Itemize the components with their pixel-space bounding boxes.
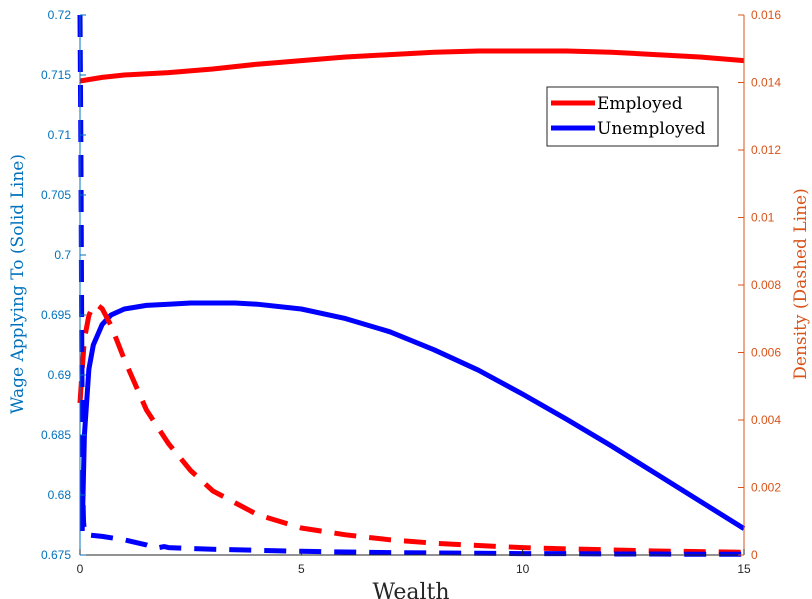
y-left-tick-label: 0.705 xyxy=(41,188,71,202)
series-line-employed-dashed xyxy=(77,302,745,555)
y-left-tick-label: 0.71 xyxy=(48,128,72,142)
legend-box xyxy=(546,86,719,147)
y-right-tick-label: 0.014 xyxy=(751,76,781,90)
axes-layer: 0 5 10 15 0.675 0.68 0.685 0.69 0.695 0.7 0.705 0.7… xyxy=(41,8,781,576)
y-left-tick-label: 0.69 xyxy=(48,368,72,382)
x-tick-label: 0 xyxy=(77,562,84,576)
x-tick-label: 5 xyxy=(298,562,305,576)
legend-label-employed: Employed xyxy=(597,94,683,114)
y-right-tick-label: 0.012 xyxy=(751,143,781,157)
legend-label-unemployed: Unemployed xyxy=(597,119,706,139)
y-left-tick-label: 0.7 xyxy=(54,248,71,262)
y-right-tick-label: 0 xyxy=(751,548,758,562)
x-tick-label: 10 xyxy=(516,562,530,576)
y-axis-left-title: Wage Applying To (Solid Line) xyxy=(8,154,28,414)
y-right-tick-label: 0.002 xyxy=(751,481,781,495)
x-axis-title: Wealth xyxy=(373,580,450,599)
series-line-unemployed-dashed xyxy=(77,14,744,557)
series-line-employed-solid xyxy=(79,48,745,84)
y-left-tick-label: 0.685 xyxy=(41,428,71,442)
y-right-tick-label: 0.008 xyxy=(751,278,781,292)
series-line-unemployed-solid xyxy=(79,300,746,532)
series-layer xyxy=(77,14,746,557)
y-left-tick-label: 0.68 xyxy=(48,488,72,502)
x-tick-label: 15 xyxy=(737,562,751,576)
y-axis-right-title: Density (Dashed Line) xyxy=(791,188,811,379)
y-left-tick-label: 0.695 xyxy=(41,308,71,322)
y-right-tick-label: 0.004 xyxy=(751,413,781,427)
y-left-tick-label: 0.715 xyxy=(41,68,71,82)
y-right-tick-label: 0.01 xyxy=(751,211,775,225)
y-right-tick-label: 0.006 xyxy=(751,346,781,360)
y-right-tick-label: 0.016 xyxy=(751,8,781,22)
legend: Employed Unemployed xyxy=(546,86,719,147)
y-left-tick-label: 0.675 xyxy=(41,548,71,562)
y-left-tick-label: 0.72 xyxy=(48,8,72,22)
